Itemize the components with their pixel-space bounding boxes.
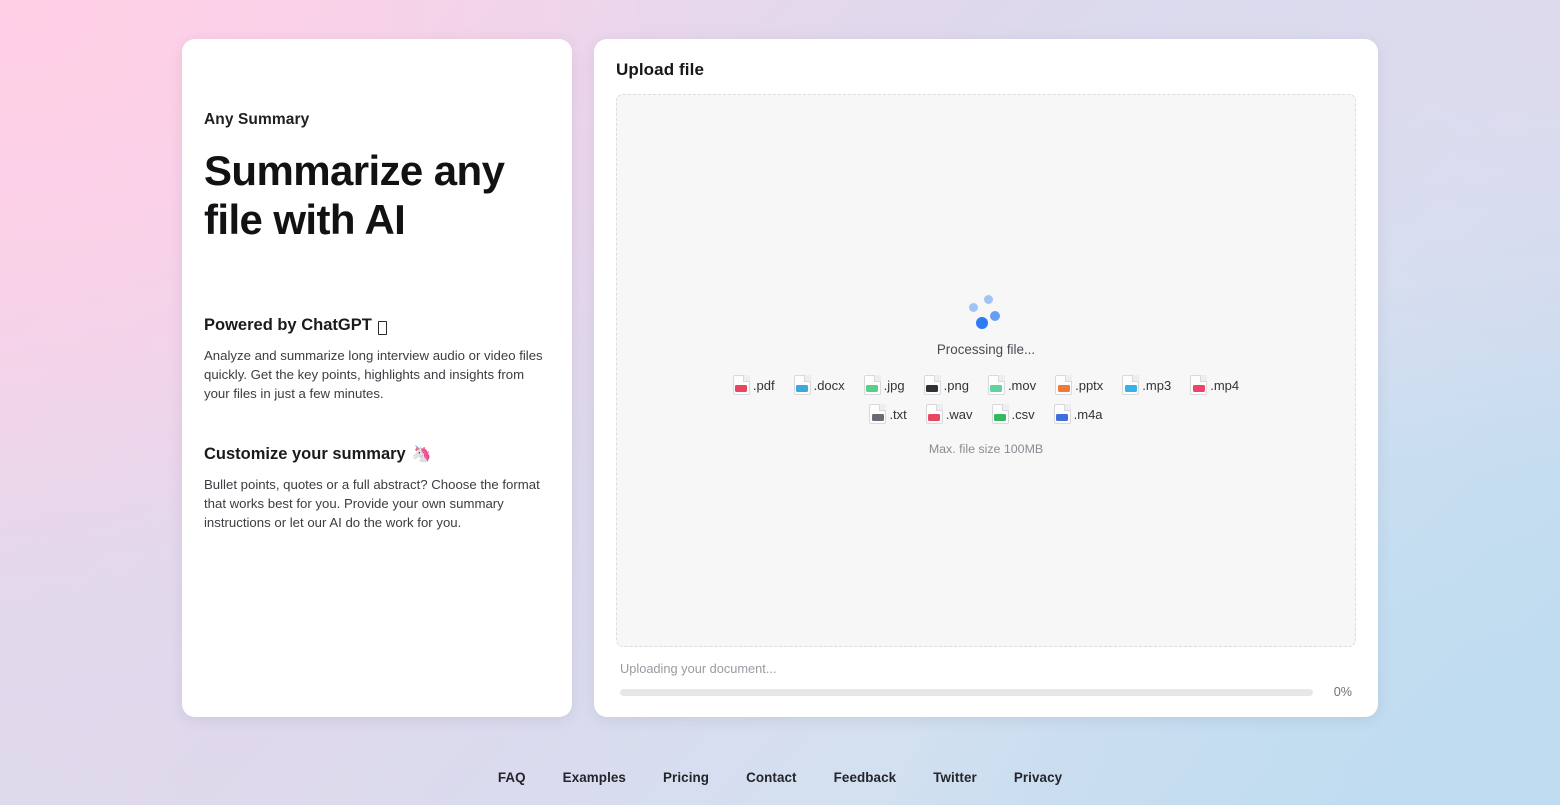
progress-row: 0%: [620, 685, 1352, 699]
file-pdf-icon: [732, 375, 750, 395]
file-docx-icon: [793, 375, 811, 395]
format-chip-m4a: .m4a: [1053, 404, 1103, 424]
feature-heading-label: Powered by ChatGPT: [204, 316, 372, 334]
format-label: .pdf: [752, 377, 775, 393]
progress-bar: [620, 688, 1313, 696]
format-chip-mp3: .mp3: [1122, 375, 1171, 395]
footer-links: FAQ Examples Pricing Contact Feedback Twitter…: [0, 770, 1560, 785]
feature-customize-your-summary: Customize your summary 🦄 Bullet points, …: [204, 445, 550, 532]
feature-heading-label: Customize your summary: [204, 445, 406, 463]
max-file-size-text: Max. file size 100MB: [928, 442, 1044, 456]
upload-status-text: Uploading your document...: [620, 661, 777, 676]
brand-name: Any Summary: [204, 111, 310, 128]
format-chip-mov: .mov: [987, 375, 1037, 395]
format-label: .txt: [889, 406, 907, 422]
format-label: .mov: [1007, 377, 1037, 393]
file-m4a-icon: [1053, 404, 1071, 424]
formats-row-1: .pdf .docx .jpg .png .mov .pptx .mp3 .mp4: [732, 375, 1239, 395]
file-png-icon: [923, 375, 941, 395]
footer-link-faq[interactable]: FAQ: [497, 770, 526, 785]
format-chip-png: .png: [923, 375, 969, 395]
file-jpg-icon: [863, 375, 881, 395]
footer-link-contact[interactable]: Contact: [746, 770, 797, 785]
cards-container: Any Summary Summarize any file with AI P…: [182, 39, 1378, 717]
page-title: Summarize any file with AI: [204, 147, 505, 243]
file-wav-icon: [925, 404, 943, 424]
file-mp4-icon: [1190, 375, 1208, 395]
feature-body: Bullet points, quotes or a full abstract…: [204, 477, 540, 530]
format-chip-txt: .txt: [869, 404, 907, 424]
footer-link-examples[interactable]: Examples: [562, 770, 626, 785]
file-dropzone[interactable]: Processing file... .pdf .docx .jpg .png .mov…: [616, 94, 1356, 647]
upload-card: Upload file Processing file... .pdf .docx…: [594, 39, 1378, 717]
format-chip-jpg: .jpg: [863, 375, 905, 395]
feature-heading: Customize your summary 🦄: [204, 445, 550, 464]
feature-powered-by-chatgpt: Powered by ChatGPT Analyze and summarize…: [204, 316, 550, 403]
format-label: .docx: [813, 377, 845, 393]
supported-formats: .pdf .docx .jpg .png .mov .pptx .mp3 .mp4 .txt.…: [732, 375, 1239, 424]
format-chip-pptx: .pptx: [1055, 375, 1103, 395]
format-chip-docx: .docx: [793, 375, 845, 395]
dropzone-content: Processing file... .pdf .docx .jpg .png .mov…: [617, 295, 1355, 456]
footer-link-feedback[interactable]: Feedback: [833, 770, 897, 785]
format-label: .wav: [945, 406, 973, 422]
footer-link-privacy[interactable]: Privacy: [1013, 770, 1063, 785]
format-label: .m4a: [1073, 406, 1103, 422]
format-label: .png: [943, 377, 969, 393]
format-label: .mp3: [1142, 377, 1172, 393]
unicorn-icon: 🦄: [411, 445, 432, 463]
format-chip-mp4: .mp4: [1190, 375, 1239, 395]
file-txt-icon: [869, 404, 887, 424]
progress-percent-label: 0%: [1333, 685, 1352, 699]
footer-link-pricing[interactable]: Pricing: [662, 770, 710, 785]
missing-glyph-box-icon: [377, 320, 387, 335]
upload-progress-area: Uploading your document... 0%: [616, 661, 1356, 699]
format-label: .jpg: [883, 377, 905, 393]
feature-body: Analyze and summarize long interview aud…: [204, 348, 543, 401]
format-label: .mp4: [1210, 377, 1240, 393]
file-pptx-icon: [1055, 375, 1073, 395]
footer-link-twitter[interactable]: Twitter: [933, 770, 977, 785]
upload-panel-title: Upload file: [616, 60, 704, 79]
format-label: .pptx: [1075, 377, 1104, 393]
file-csv-icon: [991, 404, 1009, 424]
processing-spinner-icon: [969, 295, 1003, 329]
hero-card: Any Summary Summarize any file with AI P…: [182, 39, 572, 717]
format-label: .csv: [1011, 406, 1035, 422]
format-chip-csv: .csv: [991, 404, 1035, 424]
format-chip-wav: .wav: [925, 404, 973, 424]
processing-status-text: Processing file...: [936, 342, 1036, 357]
format-chip-pdf: .pdf: [732, 375, 775, 395]
file-mov-icon: [987, 375, 1005, 395]
file-mp3-icon: [1122, 375, 1140, 395]
feature-heading: Powered by ChatGPT: [204, 316, 550, 335]
formats-row-2: .txt .wav .csv .m4a: [869, 404, 1103, 424]
